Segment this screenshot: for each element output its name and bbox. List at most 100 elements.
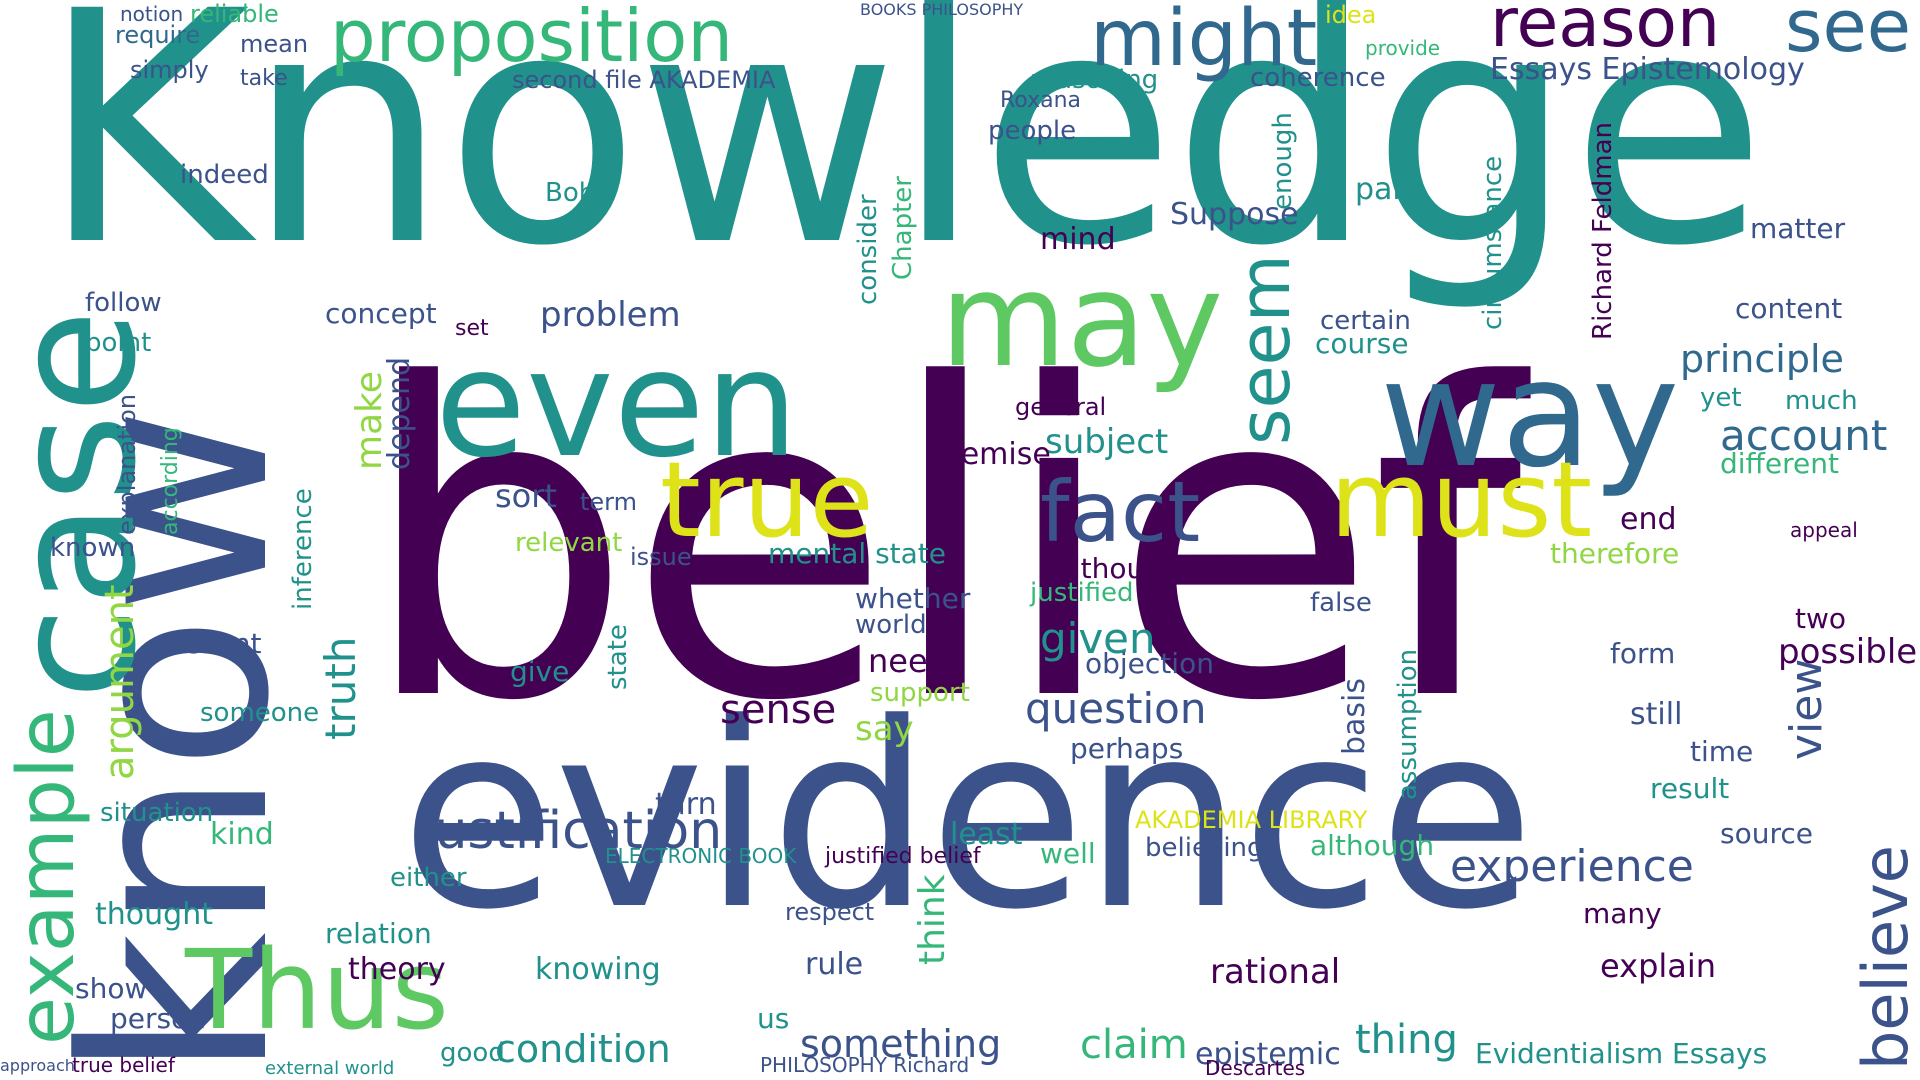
word-still: still xyxy=(1630,697,1683,732)
word-true-belief: true belief xyxy=(72,1053,175,1077)
word-sort: sort xyxy=(495,477,557,515)
word-although: although xyxy=(1310,829,1435,862)
word-certain: certain xyxy=(1320,306,1411,336)
word-thing: thing xyxy=(1355,1017,1458,1063)
word-many: many xyxy=(1583,897,1662,930)
word-believing: believing xyxy=(1145,833,1264,863)
word-provide: provide xyxy=(1365,36,1441,60)
word-claim: claim xyxy=(1080,1022,1188,1068)
word-circumstance: circumstance xyxy=(1478,155,1508,330)
word-matter: matter xyxy=(1750,212,1846,245)
word-truth: truth xyxy=(316,636,365,740)
word-justification: justification xyxy=(420,801,723,861)
word-better: better xyxy=(923,125,953,205)
word-theory: theory xyxy=(348,952,446,987)
word-person: person xyxy=(110,1002,206,1035)
word-give: give xyxy=(510,655,570,688)
word-see: see xyxy=(1785,0,1912,68)
word-much: much xyxy=(1785,386,1858,416)
word-descartes: Descartes xyxy=(1205,1056,1306,1080)
word-objection: objection xyxy=(1085,647,1214,680)
word-good: good xyxy=(440,1038,505,1068)
word-therefore: therefore xyxy=(1550,537,1680,570)
word-books-philosophy: BOOKS PHILOSOPHY xyxy=(860,0,1024,19)
word-end: end xyxy=(1620,502,1677,537)
word-argument: argument xyxy=(97,584,143,780)
word-evidentialism-essays: Evidentialism Essays xyxy=(1475,1037,1768,1070)
word-suppose: Suppose xyxy=(1170,197,1299,232)
word-yet: yet xyxy=(1700,383,1742,413)
word-may: may xyxy=(940,244,1224,396)
word-akademia-library: AKADEMIA LIBRARY xyxy=(1135,806,1368,834)
word-explanation: explanation xyxy=(113,393,141,535)
word-kind: kind xyxy=(210,817,274,852)
word-explain: explain xyxy=(1600,947,1717,985)
word-appeal: appeal xyxy=(1790,518,1858,542)
word-issue: issue xyxy=(630,543,692,571)
word-concept: concept xyxy=(325,297,437,330)
word-source: source xyxy=(1720,817,1813,850)
word-thought: thought xyxy=(95,897,213,932)
word-course: course xyxy=(1315,327,1409,360)
word-require: require xyxy=(115,21,201,49)
word-electronic-book: ELECTRONIC BOOK xyxy=(605,844,797,868)
word-form: form xyxy=(1610,637,1676,670)
word-general: general xyxy=(1015,393,1107,421)
word-coherence: coherence xyxy=(1250,63,1386,93)
word-mental-state: mental state xyxy=(768,537,946,570)
word-follow: follow xyxy=(85,288,162,318)
word-thus: Thus xyxy=(185,926,449,1054)
word-might: might xyxy=(1090,0,1318,84)
word-time: time xyxy=(1690,735,1754,768)
word-take: take xyxy=(240,66,288,91)
word-justified: justified xyxy=(1030,578,1134,608)
word-epistemic: epistemic xyxy=(1195,1037,1341,1072)
word-justified-belief: justified belief xyxy=(825,844,981,869)
word-according: according xyxy=(158,427,183,535)
word-fact: fact xyxy=(1040,463,1201,561)
word-result: result xyxy=(1650,772,1730,805)
word-chapter: Chapter xyxy=(888,176,918,280)
word-depend: depend xyxy=(382,356,417,470)
word-state: state xyxy=(603,624,633,690)
word-simply: simply xyxy=(130,56,209,84)
word-condition: condition xyxy=(495,1027,671,1071)
word-sense: sense xyxy=(720,687,837,733)
word-basis: basis xyxy=(1337,677,1372,755)
word-philosophy-richard: PHILOSOPHY Richard xyxy=(760,1053,970,1077)
word-content: content xyxy=(1735,292,1843,325)
word-world: world xyxy=(855,610,927,640)
word-mind: mind xyxy=(1040,222,1116,257)
word-experience: experience xyxy=(1450,841,1694,892)
word-must: must xyxy=(1330,439,1593,561)
word-possible: possible xyxy=(1778,632,1918,672)
word-principle: principle xyxy=(1680,337,1844,381)
word-account: account xyxy=(1720,411,1888,460)
word-reasoning: reasoning xyxy=(1030,65,1159,95)
word-enough: enough xyxy=(1268,112,1298,210)
word-least: least xyxy=(950,817,1023,852)
word-external-world: external world xyxy=(265,1058,395,1079)
word-present: present xyxy=(155,627,262,660)
word-problem: problem xyxy=(540,295,681,335)
word-false: false xyxy=(1310,588,1372,618)
word-without: without xyxy=(1050,552,1156,585)
word-rule: rule xyxy=(805,947,864,982)
word-second-file-akademia: second file AKADEMIA xyxy=(512,66,776,94)
word-set: set xyxy=(455,316,489,341)
word-term: term xyxy=(580,488,637,516)
word-show: show xyxy=(75,972,148,1005)
word-either: either xyxy=(390,863,467,893)
word-believe: believe xyxy=(1849,845,1920,1070)
word-bob: Bob xyxy=(545,178,596,208)
word-given: given xyxy=(1040,614,1156,663)
word-assumption: assumption xyxy=(1393,648,1423,800)
word-support: support xyxy=(870,678,970,708)
word-question: question xyxy=(1025,684,1207,733)
word-different: different xyxy=(1720,447,1839,480)
word-seem: seem xyxy=(1224,254,1306,445)
word-reason: reason xyxy=(1490,0,1721,63)
word-us: us xyxy=(757,1002,790,1035)
word-two: two xyxy=(1795,602,1847,635)
